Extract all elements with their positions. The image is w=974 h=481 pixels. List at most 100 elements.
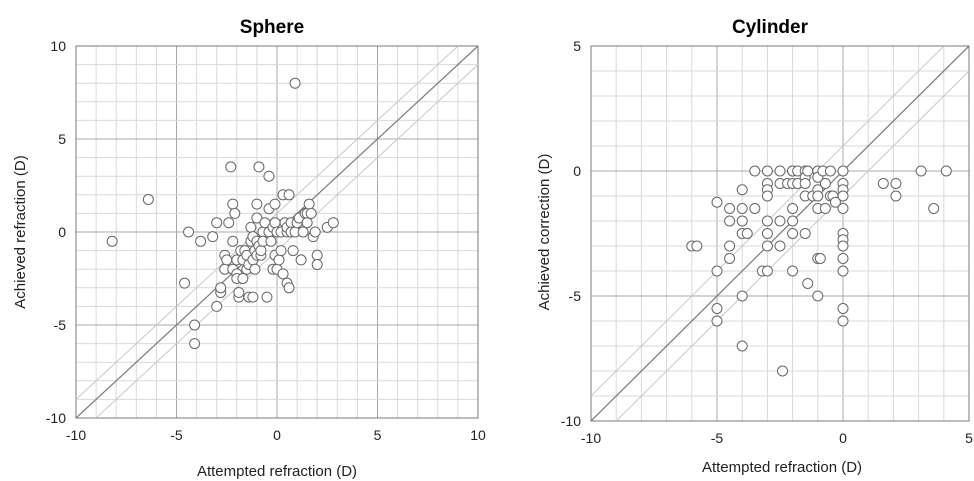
data-point	[761, 165, 773, 177]
data-point	[309, 226, 321, 238]
tolerance-line	[591, 46, 945, 397]
y-tick-label: 0	[58, 224, 66, 240]
data-point	[915, 165, 927, 177]
data-point	[273, 254, 285, 266]
data-point	[787, 228, 799, 239]
data-point	[749, 203, 761, 214]
data-point	[106, 235, 118, 247]
data-point	[245, 221, 257, 233]
data-point	[799, 178, 811, 189]
data-point	[774, 165, 786, 177]
data-point	[787, 265, 799, 277]
data-point	[275, 245, 287, 257]
data-point	[837, 315, 849, 327]
data-point	[189, 319, 201, 331]
data-point	[787, 203, 799, 214]
data-point	[269, 217, 281, 229]
data-point	[837, 265, 849, 277]
data-point	[183, 226, 195, 238]
y-tick-label: -5	[54, 317, 67, 333]
data-points	[686, 165, 952, 377]
data-point	[890, 178, 902, 189]
data-point	[215, 282, 227, 294]
x-tick-label: 0	[273, 427, 281, 443]
data-point	[305, 207, 317, 219]
data-point	[787, 215, 799, 227]
data-point	[711, 315, 723, 327]
data-point	[263, 170, 275, 182]
data-point	[255, 245, 267, 257]
data-point	[774, 240, 786, 252]
data-point	[736, 184, 748, 196]
tolerance-line	[615, 70, 969, 421]
data-point	[253, 161, 265, 173]
data-point	[724, 215, 736, 227]
data-point	[814, 253, 826, 264]
x-tick-label: 0	[839, 430, 847, 446]
data-point	[837, 190, 849, 202]
data-point	[761, 240, 773, 252]
reference-lines	[591, 46, 969, 421]
y-tick-label: -5	[569, 288, 582, 304]
y-tick-label: 10	[50, 38, 66, 54]
data-point	[229, 207, 241, 219]
data-point	[287, 245, 299, 257]
data-point	[736, 340, 748, 352]
x-tick-label: -5	[711, 430, 724, 446]
data-point	[227, 198, 239, 210]
data-point	[261, 291, 273, 303]
data-point	[265, 235, 277, 247]
data-point	[724, 203, 736, 214]
data-point	[251, 212, 263, 224]
y-tick-label: -10	[561, 413, 581, 429]
data-point	[890, 190, 902, 202]
data-point	[283, 282, 295, 294]
data-point	[761, 265, 773, 277]
data-point	[711, 196, 723, 208]
data-point	[711, 303, 723, 314]
data-point	[179, 277, 191, 289]
x-tick-label: -5	[170, 427, 183, 443]
data-point	[812, 290, 824, 302]
data-point	[819, 178, 831, 189]
data-point	[311, 249, 323, 261]
data-point	[837, 303, 849, 314]
data-point	[824, 165, 836, 177]
data-point	[311, 259, 323, 271]
data-point	[761, 190, 773, 202]
identity-line	[591, 46, 969, 421]
data-point	[724, 253, 736, 264]
data-point	[289, 77, 301, 89]
data-point	[837, 253, 849, 264]
chart-cylinder: -10 -5 0 5 -10 -5 0 5 Cylinder Attempted refracti…	[536, 17, 973, 476]
data-point	[724, 240, 736, 252]
data-point	[207, 231, 219, 243]
data-point	[741, 228, 753, 239]
data-point	[928, 203, 940, 214]
y-axis-label: Achieved correction (D)	[536, 154, 553, 311]
data-point	[225, 161, 237, 173]
data-point	[812, 190, 824, 202]
tick-labels: -10 -5 0 5 -10 -5 0 5	[561, 38, 973, 446]
data-point	[940, 165, 952, 177]
y-tick-label: -10	[46, 410, 66, 426]
data-point	[221, 254, 233, 266]
data-point	[297, 226, 309, 238]
data-point	[802, 165, 814, 177]
chart-sphere: -10 -5 0 5 10 -10 -5 0 5 10 Sphere Attempted refrac…	[12, 17, 486, 480]
y-tick-label: 0	[573, 163, 581, 179]
y-axis-label: Achieved refraction (D)	[12, 155, 29, 308]
data-point	[837, 203, 849, 214]
data-point	[761, 228, 773, 239]
x-axis-label: Attempted refraction (D)	[197, 463, 357, 480]
x-tick-label: 10	[470, 427, 486, 443]
data-point	[211, 217, 223, 229]
data-point	[223, 217, 235, 229]
data-point	[247, 291, 259, 303]
data-point	[237, 273, 249, 284]
data-point	[799, 228, 811, 239]
data-point	[777, 365, 789, 377]
chart-title: Sphere	[240, 17, 304, 38]
data-point	[189, 338, 201, 350]
